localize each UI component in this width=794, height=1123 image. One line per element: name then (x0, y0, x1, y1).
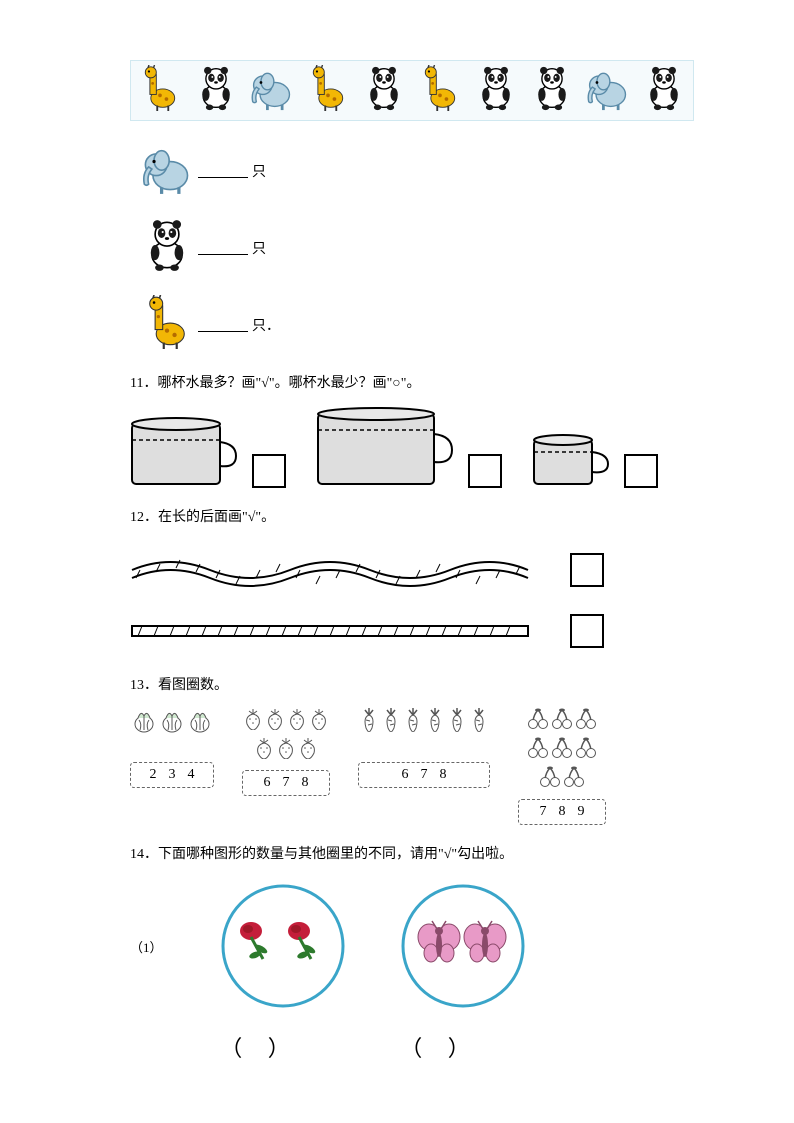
strawberry-icon (298, 737, 318, 764)
q13-number[interactable]: 6 (264, 775, 271, 791)
cup-medium (130, 416, 240, 488)
cherry-icon (527, 708, 549, 735)
q13-numbox[interactable]: 678 (242, 770, 330, 796)
q13-number[interactable]: 8 (302, 775, 309, 791)
q13-numbox[interactable]: 678 (358, 762, 490, 788)
q14-paren-1[interactable]: （ ） (190, 1031, 330, 1063)
cherry-icon (575, 708, 597, 735)
q14-circle-roses (213, 881, 353, 1011)
carrot-icon (447, 708, 467, 756)
panda-icon (193, 65, 239, 116)
count-unit: 只． (252, 315, 280, 335)
q12-title: 12．在长的后面画"√"。 (130, 506, 694, 526)
q13-item-3: 789 (518, 708, 606, 825)
panda-icon (473, 65, 519, 116)
count-blank[interactable] (198, 318, 248, 332)
elephant-icon (585, 65, 631, 116)
cup-small (532, 432, 612, 488)
q11-cups (130, 406, 694, 488)
q14-subnum: （1） (130, 937, 163, 956)
q13-item-2: 678 (358, 708, 490, 825)
cabbage-icon (187, 708, 213, 756)
strawberry-icon (309, 708, 329, 735)
count-unit: 只 (252, 238, 266, 258)
carrot-icon (425, 708, 445, 756)
count-blank[interactable] (198, 241, 248, 255)
q13-row: 234678678789 (130, 708, 694, 825)
q13-number[interactable]: 7 (540, 804, 547, 820)
wavy-line (130, 552, 530, 588)
q11-checkbox-1[interactable] (252, 454, 286, 488)
panda-icon (641, 65, 687, 116)
panda-icon (361, 65, 407, 116)
q12-checkbox-1[interactable] (570, 553, 604, 587)
strawberry-icon (265, 708, 285, 735)
q13-number[interactable]: 3 (169, 767, 176, 783)
cherry-icon (575, 737, 597, 764)
q13-number[interactable]: 8 (559, 804, 566, 820)
animal-banner (130, 60, 694, 121)
q13-item-0: 234 (130, 708, 214, 825)
q13-number[interactable]: 9 (578, 804, 585, 820)
q13-number[interactable]: 8 (440, 767, 447, 783)
carrot-icon (359, 708, 379, 756)
giraffe-icon (137, 65, 183, 116)
cherry-icon (539, 766, 561, 793)
strawberry-icon (276, 737, 296, 764)
cherry-icon (563, 766, 585, 793)
giraffe-icon (140, 295, 194, 354)
count-rows: 只 只 只． (130, 141, 694, 354)
carrot-icon (403, 708, 423, 756)
giraffe-icon (305, 65, 351, 116)
count-row-giraffe: 只． (140, 295, 694, 354)
q13-number[interactable]: 7 (283, 775, 290, 791)
q13-numbox[interactable]: 789 (518, 799, 606, 825)
count-blank[interactable] (198, 164, 248, 178)
strawberry-icon (254, 737, 274, 764)
q13-numbox[interactable]: 234 (130, 762, 214, 788)
q14-paren-2[interactable]: （ ） (370, 1031, 510, 1063)
cherry-icon (527, 737, 549, 764)
q11-checkbox-3[interactable] (624, 454, 658, 488)
q13-title: 13．看图圈数。 (130, 674, 694, 694)
q13-item-1: 678 (242, 708, 330, 825)
q11-title: 11．哪杯水最多？画"√"。哪杯水最少？画"○"。 (130, 372, 694, 392)
carrot-icon (469, 708, 489, 756)
elephant-icon (249, 65, 295, 116)
carrot-icon (381, 708, 401, 756)
elephant-icon (140, 141, 194, 200)
q14-title: 14．下面哪种图形的数量与其他圈里的不同，请用"√"勾出啦。 (130, 843, 694, 863)
q13-number[interactable]: 2 (150, 767, 157, 783)
q13-number[interactable]: 7 (421, 767, 428, 783)
cabbage-icon (159, 708, 185, 756)
strawberry-icon (243, 708, 263, 735)
panda-icon (529, 65, 575, 116)
panda-icon (140, 218, 194, 277)
q13-number[interactable]: 4 (188, 767, 195, 783)
cabbage-icon (131, 708, 157, 756)
q14-paren-row: （ ） （ ） (190, 1031, 694, 1063)
cherry-icon (551, 737, 573, 764)
count-row-panda: 只 (140, 218, 694, 277)
cup-large (316, 406, 456, 488)
cherry-icon (551, 708, 573, 735)
straight-line (130, 622, 530, 640)
q12-lines (130, 552, 694, 648)
giraffe-icon (417, 65, 463, 116)
count-unit: 只 (252, 161, 266, 181)
count-row-elephant: 只 (140, 141, 694, 200)
strawberry-icon (287, 708, 307, 735)
q13-number[interactable]: 6 (402, 767, 409, 783)
q12-checkbox-2[interactable] (570, 614, 604, 648)
q14-circle-butterflies (393, 881, 533, 1011)
q14-row: （1） (130, 881, 694, 1011)
q11-checkbox-2[interactable] (468, 454, 502, 488)
